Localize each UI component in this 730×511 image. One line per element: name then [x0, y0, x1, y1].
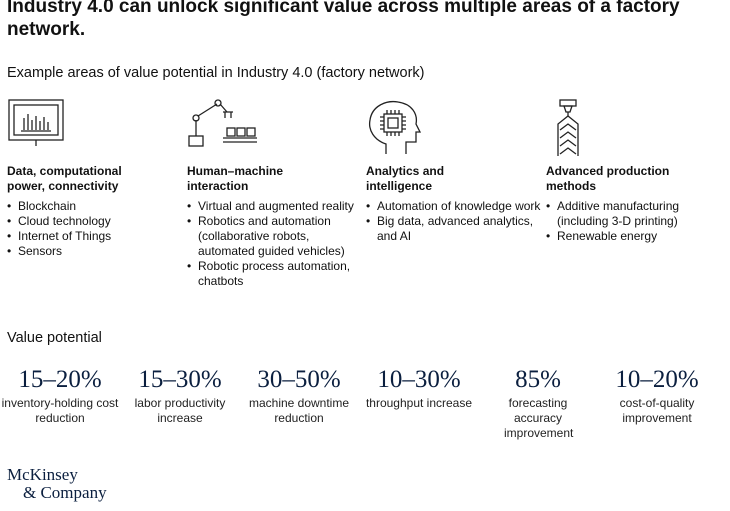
- section-subtitle: Example areas of value potential in Indu…: [7, 65, 425, 81]
- list-item: Blockchain: [7, 199, 182, 214]
- metric-value: 15–20%: [18, 366, 102, 393]
- robot-arm-icon: [188, 99, 257, 147]
- brain-chip-icon: [368, 100, 422, 154]
- computer-monitor-icon: [8, 99, 64, 146]
- list-item: Robotics and automation (collaborative r…: [187, 214, 365, 259]
- metric-forecasting: 85% forecasting accuracy improvement: [478, 366, 598, 441]
- area-heading: Human–machine interaction: [187, 164, 284, 193]
- list-item: Additive manufacturing (including 3-D pr…: [546, 199, 721, 229]
- metric-label: inventory-holding cost reduction: [1, 396, 119, 425]
- area-list: Additive manufacturing (including 3-D pr…: [546, 199, 721, 244]
- list-item: Sensors: [7, 244, 182, 259]
- area-list: Virtual and augmented reality Robotics a…: [187, 199, 365, 289]
- metric-label: labor productivity increase: [134, 396, 226, 425]
- 3d-printer-icon: [557, 99, 579, 156]
- area-list: Blockchain Cloud technology Internet of …: [7, 199, 182, 259]
- value-potential-title: Value potential: [7, 330, 102, 346]
- metric-labor: 15–30% labor productivity increase: [120, 366, 240, 426]
- metric-label: throughput increase: [365, 396, 473, 410]
- list-item: Big data, advanced analytics, and AI: [366, 214, 541, 244]
- area-heading: Advanced production methods: [546, 164, 670, 193]
- area-heading: Analytics and intelligence: [366, 164, 445, 193]
- metric-label: forecasting accuracy improvement: [504, 396, 574, 440]
- list-item: Automation of knowledge work: [366, 199, 541, 214]
- area-list: Automation of knowledge work Big data, a…: [366, 199, 541, 244]
- list-item: Robotic process automation, chatbots: [187, 259, 365, 289]
- mckinsey-logo: McKinsey & Company: [7, 465, 107, 502]
- metric-value: 85%: [515, 366, 561, 393]
- list-item: Renewable energy: [546, 229, 721, 244]
- metric-inventory: 15–20% inventory-holding cost reduction: [0, 366, 120, 426]
- metric-value: 30–50%: [257, 366, 341, 393]
- metric-throughput: 10–30% throughput increase: [359, 366, 479, 411]
- list-item: Cloud technology: [7, 214, 182, 229]
- list-item: Virtual and augmented reality: [187, 199, 365, 214]
- metric-quality: 10–20% cost-of-quality improvement: [597, 366, 717, 426]
- metric-label: cost-of-quality improvement: [619, 396, 695, 425]
- metric-label: machine downtime reduction: [248, 396, 350, 425]
- list-item: Internet of Things: [7, 229, 182, 244]
- metric-value: 10–20%: [615, 366, 699, 393]
- area-heading: Data, computational power, connectivity: [7, 164, 122, 193]
- metric-value: 15–30%: [138, 366, 222, 393]
- page-title: Industry 4.0 can unlock significant valu…: [7, 0, 680, 40]
- metric-value: 10–30%: [377, 366, 461, 393]
- metric-downtime: 30–50% machine downtime reduction: [239, 366, 359, 426]
